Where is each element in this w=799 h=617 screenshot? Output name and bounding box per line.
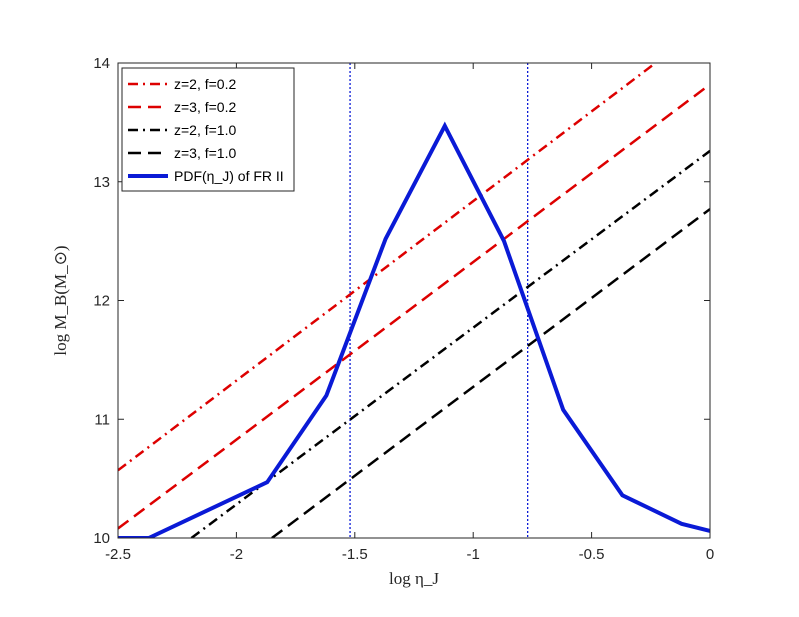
- x-tick-label: -2: [230, 546, 243, 563]
- series-line-2: [118, 83, 710, 530]
- series-line-5: [118, 121, 710, 538]
- x-tick-label: -1.5: [342, 546, 368, 563]
- legend: z=2, f=0.2 z=3, f=0.2 z=2, f=1.0 z=3, f=1.0…: [121, 67, 295, 192]
- legend-label-4: z=3, f=1.0: [174, 145, 236, 161]
- y-tick-label: 11: [94, 411, 110, 428]
- legend-label-3: z=2, f=1.0: [174, 122, 236, 138]
- x-tick-label: 0: [706, 546, 714, 563]
- x-tick-label: -1: [467, 546, 480, 563]
- y-tick-label: 13: [93, 174, 110, 191]
- series-lines: [118, 63, 710, 538]
- x-axis-label: log η_J: [389, 569, 439, 588]
- series-line-3: [190, 149, 710, 538]
- y-axis-label: log M_B(M_⊙): [51, 245, 70, 355]
- axis-ticks: -2.5 -2 -1.5 -1 -0.5 0 10 11 12 13 14: [93, 55, 714, 563]
- legend-label-1: z=2, f=0.2: [174, 76, 236, 92]
- series-line-1: [118, 63, 657, 472]
- reference-lines: [349, 63, 529, 538]
- x-tick-label: -2.5: [105, 546, 131, 563]
- legend-label-5: PDF(η_J) of FR II: [174, 168, 284, 184]
- legend-label-2: z=3, f=0.2: [174, 99, 236, 115]
- x-tick-label: -0.5: [579, 546, 605, 563]
- series-line-4: [271, 208, 710, 538]
- y-tick-label: 12: [93, 293, 110, 310]
- y-tick-label: 10: [93, 530, 110, 547]
- y-tick-label: 14: [93, 55, 110, 72]
